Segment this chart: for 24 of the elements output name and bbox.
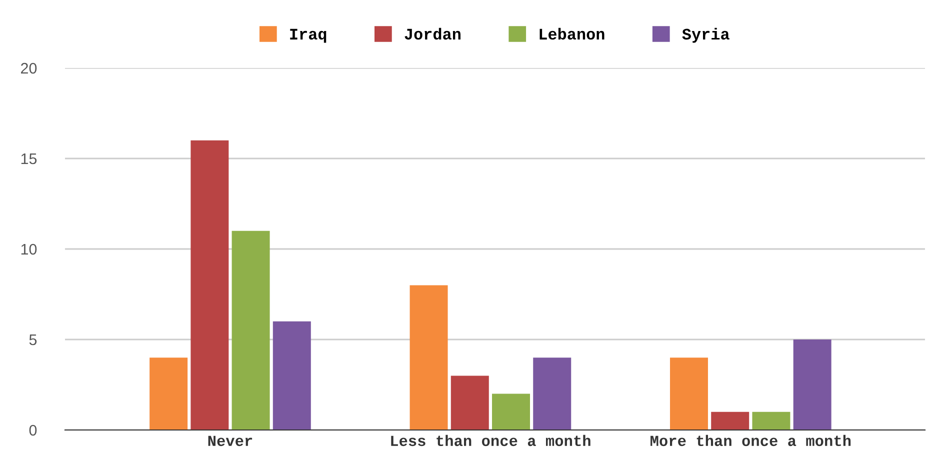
y-tick-label: 0 [29,424,37,436]
legend-label: Syria [682,28,730,43]
bar [793,340,832,430]
bar [492,394,530,430]
bar [711,412,750,430]
legend-label: Jordan [404,28,460,40]
bar [410,285,448,430]
y-tick-label: 15 [21,154,37,164]
bar [450,376,489,430]
x-tick-label: Never [208,436,252,446]
y-tick-label: 5 [29,334,37,346]
y-tick-label: 10 [21,244,37,255]
bar [272,321,311,430]
x-tick-label: More than once a month [650,434,851,446]
x-tick-label: Less than once a month [391,434,590,446]
bar [190,140,229,430]
y-tick-label: 20 [21,62,37,74]
bar [533,358,572,430]
bar [670,358,708,430]
bar [150,358,188,430]
legend-label: Lebanon [540,28,604,40]
bar [232,230,270,430]
bar [752,412,790,430]
legend-label: Iraq [290,28,326,43]
